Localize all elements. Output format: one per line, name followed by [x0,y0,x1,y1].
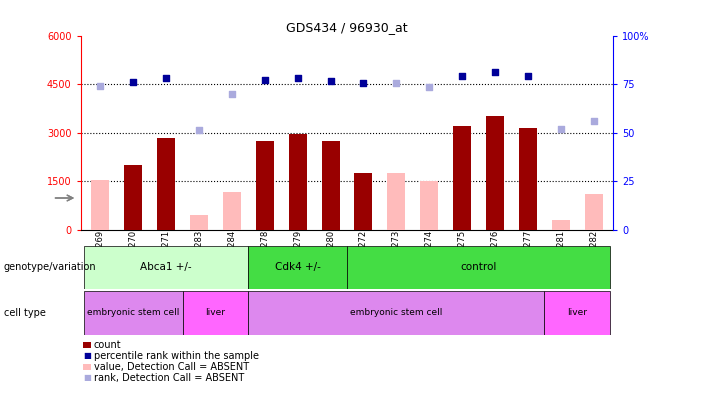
Text: count: count [94,339,121,350]
Bar [322,141,339,230]
Bar [552,220,570,230]
Bar [84,246,248,289]
Point [259,77,271,84]
Text: value, Detection Call = ABSENT: value, Detection Call = ABSENT [94,362,249,372]
Title: GDS434 / 96930_at: GDS434 / 96930_at [286,21,408,34]
Bar [387,173,405,230]
Bar [453,126,471,230]
Bar [182,291,248,335]
Bar [544,291,610,335]
Text: liver: liver [567,308,587,317]
Bar [256,141,274,230]
Point [292,75,304,82]
Bar [289,134,307,230]
Text: Cdk4 +/-: Cdk4 +/- [275,262,320,272]
Bar [486,116,504,230]
Text: control: control [461,262,497,272]
Point [489,69,501,75]
Text: liver: liver [205,308,226,317]
Bar [420,181,438,230]
Text: rank, Detection Call = ABSENT: rank, Detection Call = ABSENT [94,373,244,383]
Point [423,84,435,90]
Bar [248,291,544,335]
Text: percentile rank within the sample: percentile rank within the sample [94,350,259,361]
Bar [190,215,208,230]
Text: cell type: cell type [4,308,46,318]
Bar [355,173,372,230]
Point [128,79,139,86]
Bar [519,128,537,230]
Point [358,80,369,86]
Text: ■: ■ [83,373,91,382]
Point [161,75,172,82]
Point [226,91,238,97]
Text: genotype/variation: genotype/variation [4,262,96,272]
Bar [84,291,182,335]
Bar [91,179,109,230]
Point [325,78,336,84]
Point [588,118,599,124]
Text: embryonic stem cell: embryonic stem cell [87,308,179,317]
Point [522,73,533,80]
Point [390,80,402,86]
Text: Abca1 +/-: Abca1 +/- [140,262,192,272]
Bar [347,246,610,289]
Point [555,126,566,132]
Bar [124,165,142,230]
Point [193,127,205,133]
Text: embryonic stem cell: embryonic stem cell [350,308,442,317]
Point [456,73,468,80]
Bar [223,192,241,230]
Bar [248,246,347,289]
Bar [585,194,603,230]
Point [95,83,106,89]
Bar [157,137,175,230]
Text: ■: ■ [83,351,91,360]
